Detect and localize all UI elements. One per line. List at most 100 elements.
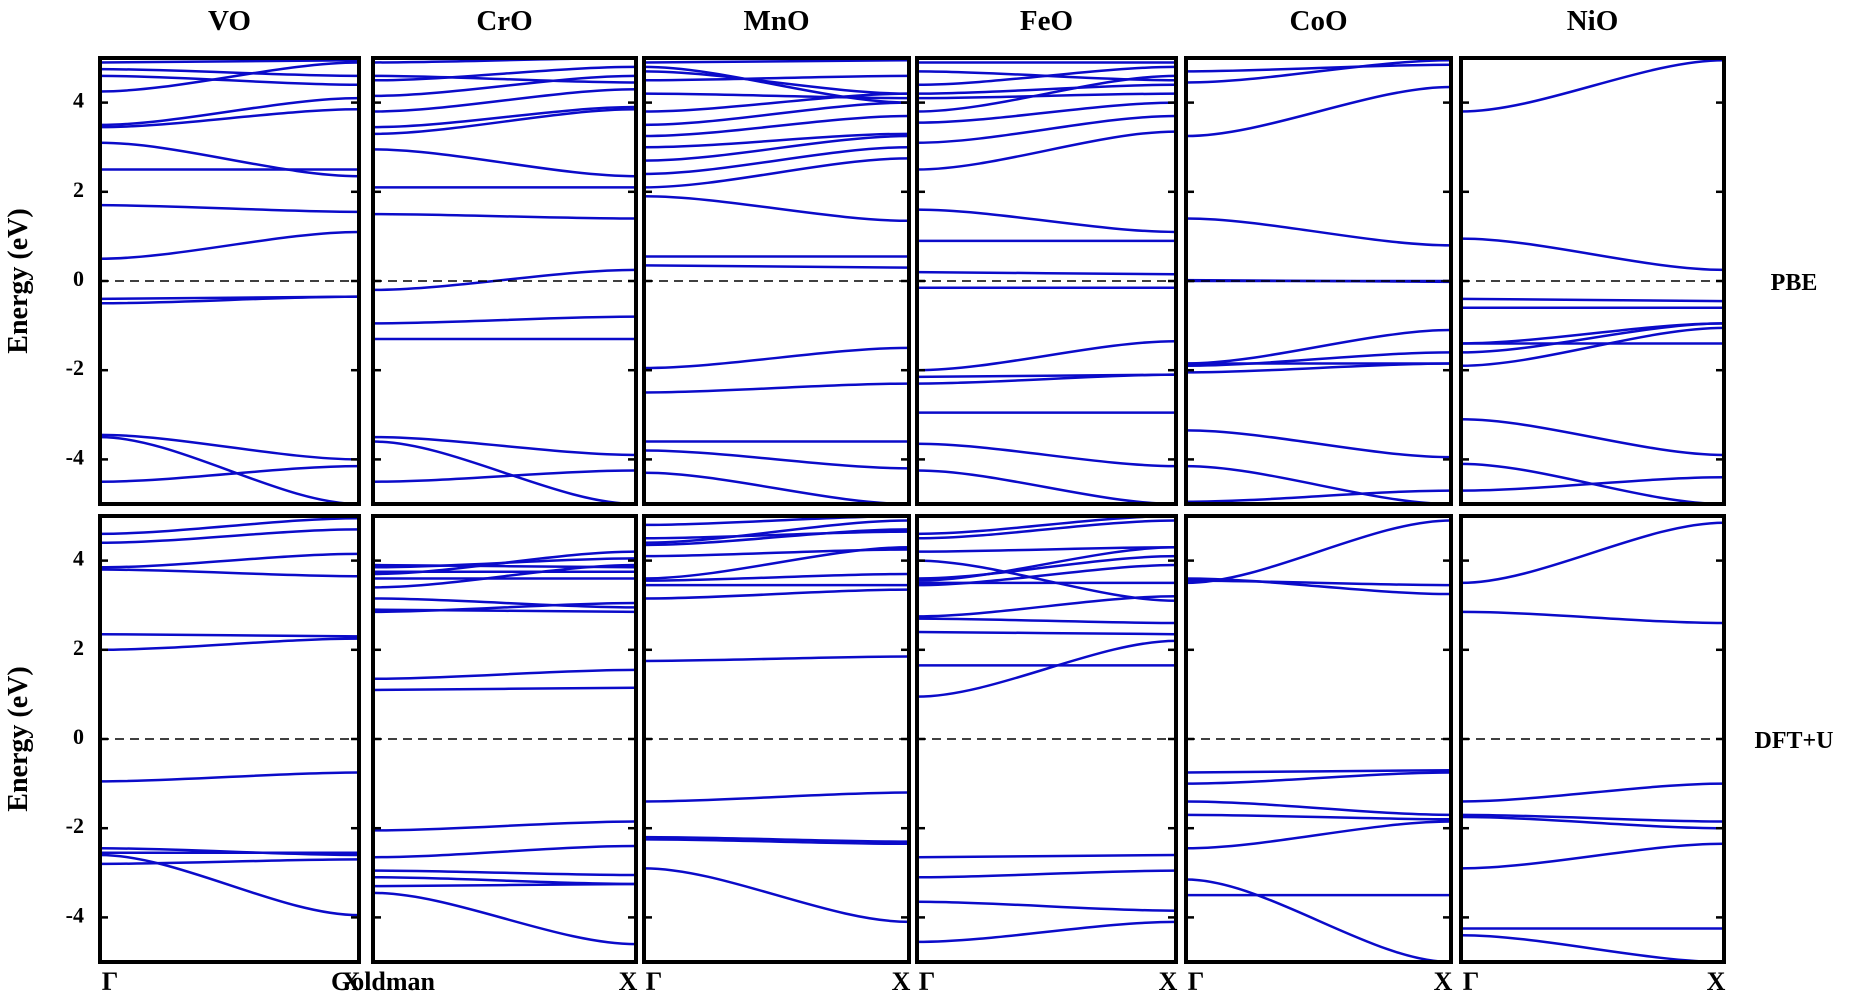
band-line	[100, 433, 359, 461]
band-line	[644, 346, 909, 370]
band-line	[1186, 768, 1451, 774]
kpoint-end-label: X	[619, 967, 638, 996]
bands	[917, 516, 1176, 944]
band-line	[100, 96, 359, 127]
bands	[1461, 58, 1724, 504]
band-line	[1461, 418, 1724, 457]
y-tick-label: 2	[73, 635, 84, 660]
band-line	[1186, 464, 1451, 504]
panel-frame	[915, 514, 1178, 964]
band-line	[644, 114, 909, 138]
kpoint-end-label: X	[1159, 967, 1178, 996]
band-line	[1186, 429, 1451, 459]
band-line	[917, 545, 1176, 582]
band-line	[644, 655, 909, 663]
kpoint-start-label: Γ	[646, 967, 663, 996]
panel-frame	[98, 56, 361, 506]
band-line	[1461, 521, 1724, 585]
band-line	[1186, 878, 1451, 962]
band-line	[373, 148, 636, 178]
band-line	[373, 74, 636, 98]
band-line	[644, 58, 909, 64]
bands	[1461, 521, 1724, 962]
band-line	[917, 339, 1176, 372]
band-line	[644, 157, 909, 189]
y-tick-label: -4	[66, 902, 84, 927]
band-line	[644, 528, 909, 547]
panel-feo-dftu	[915, 514, 1178, 964]
material-title: FeO	[1020, 5, 1073, 37]
band-line	[1461, 782, 1724, 803]
bands	[373, 58, 636, 504]
band-line	[917, 554, 1176, 580]
bands	[100, 58, 359, 504]
panel-coo-pbe	[1184, 56, 1453, 506]
band-line	[100, 528, 359, 545]
band-line	[644, 195, 909, 223]
material-title: CrO	[476, 5, 532, 37]
band-line	[917, 442, 1176, 468]
kpoint-start-label: Γ	[919, 967, 936, 996]
band-line	[373, 608, 636, 614]
band-line	[373, 469, 636, 483]
band-line	[644, 134, 909, 162]
panel-frame	[642, 514, 911, 964]
y-tick-label: -2	[66, 355, 84, 380]
kpoint-start-label: Γ	[102, 967, 119, 996]
band-line	[100, 771, 359, 783]
y-tick-label: -2	[66, 813, 84, 838]
bands	[644, 58, 909, 504]
band-line	[644, 588, 909, 600]
band-line	[373, 876, 636, 886]
band-line	[644, 145, 909, 176]
band-line	[1186, 58, 1451, 84]
band-line	[917, 70, 1176, 82]
band-line	[1186, 63, 1451, 73]
band-line	[373, 268, 636, 292]
panel-cro-dftu	[371, 514, 638, 964]
band-line	[100, 230, 359, 260]
panel-nio-pbe	[1459, 56, 1726, 506]
band-line	[644, 530, 909, 540]
band-line	[373, 563, 636, 569]
panel-frame	[1184, 514, 1453, 964]
band-line	[1186, 351, 1451, 367]
band-line	[373, 601, 636, 614]
panel-frame	[98, 514, 361, 964]
band-line	[100, 464, 359, 483]
band-line	[644, 92, 909, 113]
band-line	[100, 435, 359, 504]
kpoint-start-label: Γ	[1188, 967, 1205, 996]
band-line	[917, 74, 1176, 113]
band-line	[373, 844, 636, 859]
band-line	[917, 130, 1176, 171]
band-line	[917, 617, 1176, 625]
band-line	[917, 639, 1176, 698]
band-line	[644, 132, 909, 149]
band-line	[373, 891, 636, 946]
material-title: MnO	[743, 5, 809, 37]
band-line	[373, 74, 636, 84]
band-line	[100, 632, 359, 638]
band-line	[644, 471, 909, 504]
panel-nio-dftu	[1459, 514, 1726, 964]
panels-layer	[98, 56, 1726, 964]
band-line	[373, 440, 636, 504]
panel-coo-dftu	[1184, 514, 1453, 964]
band-line	[373, 597, 636, 609]
band-line	[100, 552, 359, 569]
kpoint-start-label: Goldman	[331, 967, 436, 996]
band-line	[100, 67, 359, 78]
band-line	[644, 264, 909, 269]
panel-frame	[371, 514, 638, 964]
band-line	[100, 108, 359, 129]
kpoint-start-label: Γ	[1463, 967, 1480, 996]
method-label-pbe: PBE	[1771, 270, 1818, 296]
band-line	[644, 70, 909, 95]
band-line	[917, 92, 1176, 100]
bands	[644, 516, 909, 924]
band-line	[1186, 820, 1451, 850]
panel-feo-pbe	[915, 56, 1178, 506]
band-line	[1186, 800, 1451, 817]
band-line	[1461, 610, 1724, 625]
